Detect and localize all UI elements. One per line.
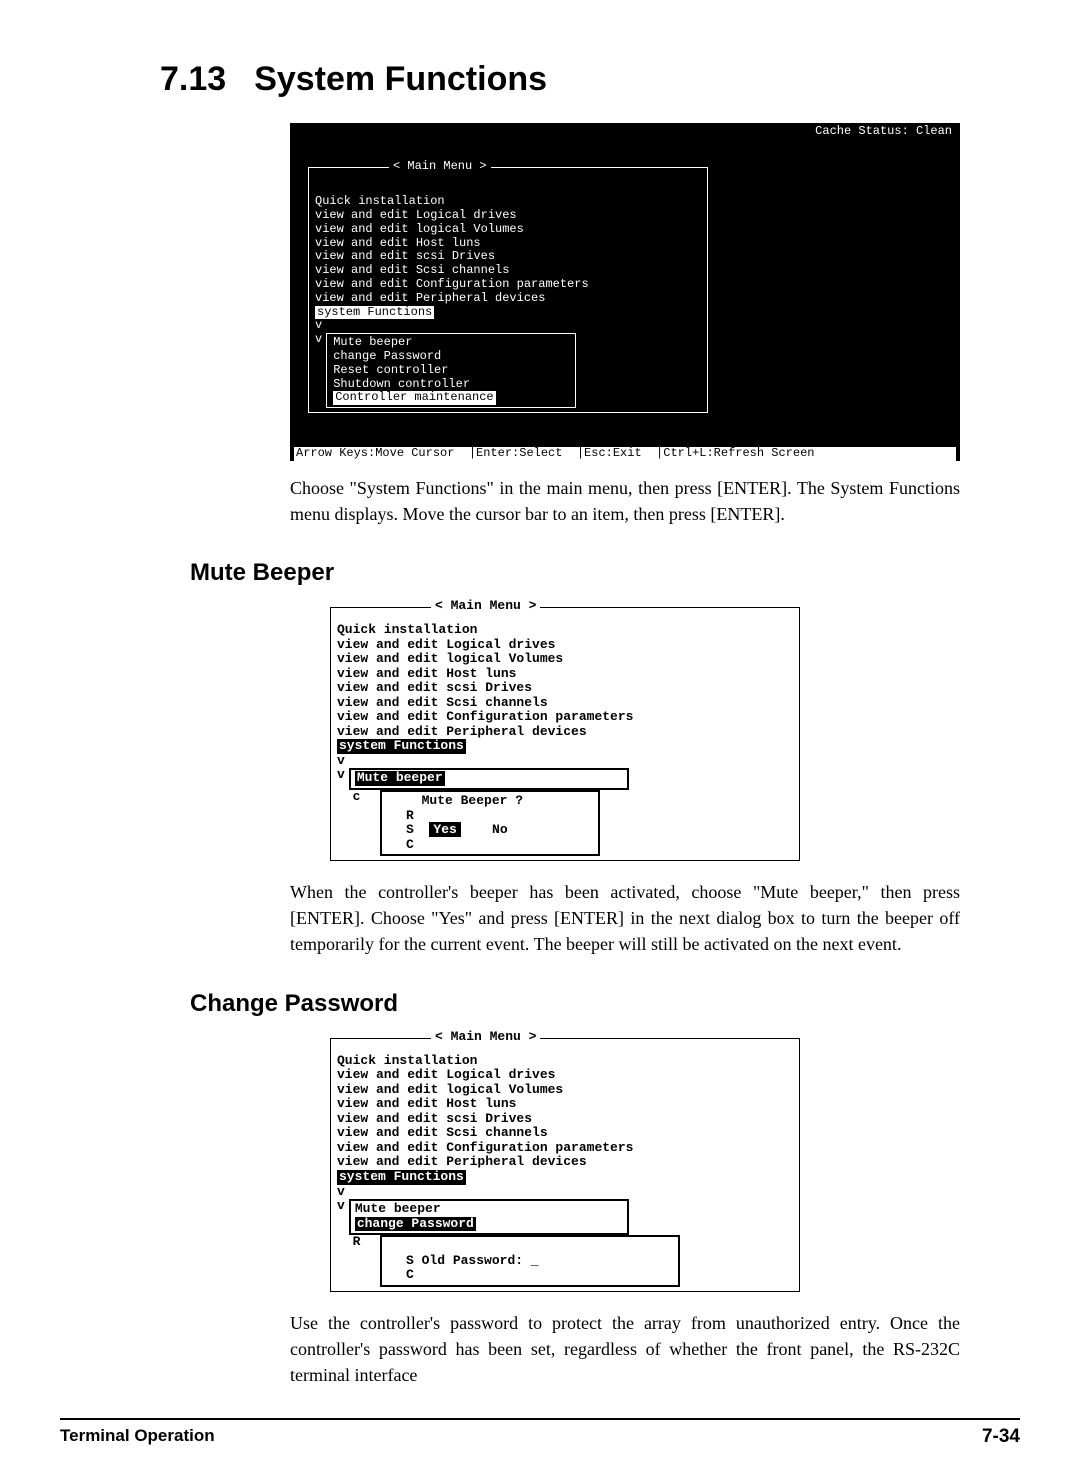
menu-item: Quick installation — [337, 1053, 477, 1068]
dialog-box: Mute Beeper ? R S Yes No C — [380, 790, 600, 856]
submenu-item: change Password — [333, 349, 441, 363]
submenu-item: Shutdown controller — [333, 377, 470, 391]
paragraph: Use the controller's password to protect… — [290, 1310, 960, 1388]
password-prompt: Old Password: _ — [422, 1253, 539, 1268]
footer-right: 7-34 — [982, 1426, 1020, 1448]
submenu-item-selected: change Password — [355, 1217, 476, 1232]
menu-item: view and edit scsi Drives — [337, 680, 532, 695]
submenu-box: Mute beeper — [349, 768, 629, 790]
menu-item: Quick installation — [337, 622, 477, 637]
menu-item: view and edit Scsi channels — [337, 695, 548, 710]
subheading-mute-beeper: Mute Beeper — [190, 559, 1020, 587]
menu-item: view and edit Peripheral devices — [337, 1154, 587, 1169]
submenu-item: Reset controller — [333, 363, 448, 377]
terminal-screenshot-2: < Main Menu > Quick installation view an… — [330, 593, 800, 861]
menu-item: view and edit logical Volumes — [315, 222, 524, 236]
main-menu-box: < Main Menu > Quick installation view an… — [308, 167, 708, 414]
submenu-box: Mute beeper change Password — [349, 1199, 629, 1235]
subheading-change-password: Change Password — [190, 990, 1020, 1018]
menu-title: < Main Menu > — [389, 160, 491, 174]
menu-item-selected: system Functions — [315, 306, 434, 320]
dialog-question: Mute Beeper ? — [422, 793, 523, 808]
section-heading: 7.13 System Functions — [60, 60, 1020, 99]
menu-item: view and edit Logical drives — [315, 208, 517, 222]
menu-item: view and edit scsi Drives — [337, 1111, 532, 1126]
submenu-item-selected: Mute beeper — [355, 771, 445, 786]
main-menu-box: < Main Menu > Quick installation view an… — [330, 1038, 800, 1292]
page-footer: Terminal Operation 7-34 — [60, 1418, 1020, 1448]
menu-item: view and edit Peripheral devices — [315, 291, 545, 305]
menu-item: view and edit Host luns — [337, 1096, 516, 1111]
submenu-item: Mute beeper — [333, 335, 412, 349]
paragraph: When the controller's beeper has been ac… — [290, 879, 960, 957]
main-menu-box: < Main Menu > Quick installation view an… — [330, 607, 800, 861]
menu-item: view and edit scsi Drives — [315, 249, 495, 263]
menu-title: < Main Menu > — [431, 1030, 540, 1045]
footer-left: Terminal Operation — [60, 1426, 215, 1448]
menu-item: view and edit logical Volumes — [337, 1082, 563, 1097]
menu-item: Quick installation — [315, 194, 445, 208]
menu-item: view and edit Logical drives — [337, 1067, 555, 1082]
menu-item: view and edit Scsi channels — [315, 263, 509, 277]
menu-item-selected: system Functions — [337, 1170, 466, 1185]
menu-item: view and edit Scsi channels — [337, 1125, 548, 1140]
cache-status: Cache Status: Clean — [815, 125, 952, 139]
menu-item: view and edit Host luns — [337, 666, 516, 681]
menu-item: view and edit Host luns — [315, 236, 481, 250]
terminal-screenshot-1: Cache Status: Clean < Main Menu > Quick … — [290, 123, 960, 461]
submenu-box: Mute beeper change Password Reset contro… — [326, 333, 576, 408]
menu-item: view and edit Configuration parameters — [337, 1140, 633, 1155]
menu-item: view and edit Logical drives — [337, 637, 555, 652]
menu-item: view and edit logical Volumes — [337, 651, 563, 666]
submenu-item-selected: Controller maintenance — [333, 391, 495, 405]
paragraph: Choose "System Functions" in the main me… — [290, 475, 960, 527]
dialog-yes: Yes — [429, 822, 460, 837]
dialog-no: No — [492, 822, 508, 837]
menu-item: view and edit Configuration parameters — [337, 709, 633, 724]
menu-title: < Main Menu > — [431, 599, 540, 614]
terminal-screenshot-3: < Main Menu > Quick installation view an… — [330, 1024, 800, 1292]
password-dialog: S Old Password: _ C — [380, 1235, 680, 1287]
keybar: Arrow Keys:Move Cursor |Enter:Select |Es… — [294, 447, 956, 461]
menu-item: view and edit Configuration parameters — [315, 277, 589, 291]
section-title: System Functions — [254, 60, 547, 98]
menu-item: view and edit Peripheral devices — [337, 724, 587, 739]
menu-item-selected: system Functions — [337, 739, 466, 754]
section-number: 7.13 — [160, 60, 226, 98]
submenu-item: Mute beeper — [355, 1201, 441, 1216]
